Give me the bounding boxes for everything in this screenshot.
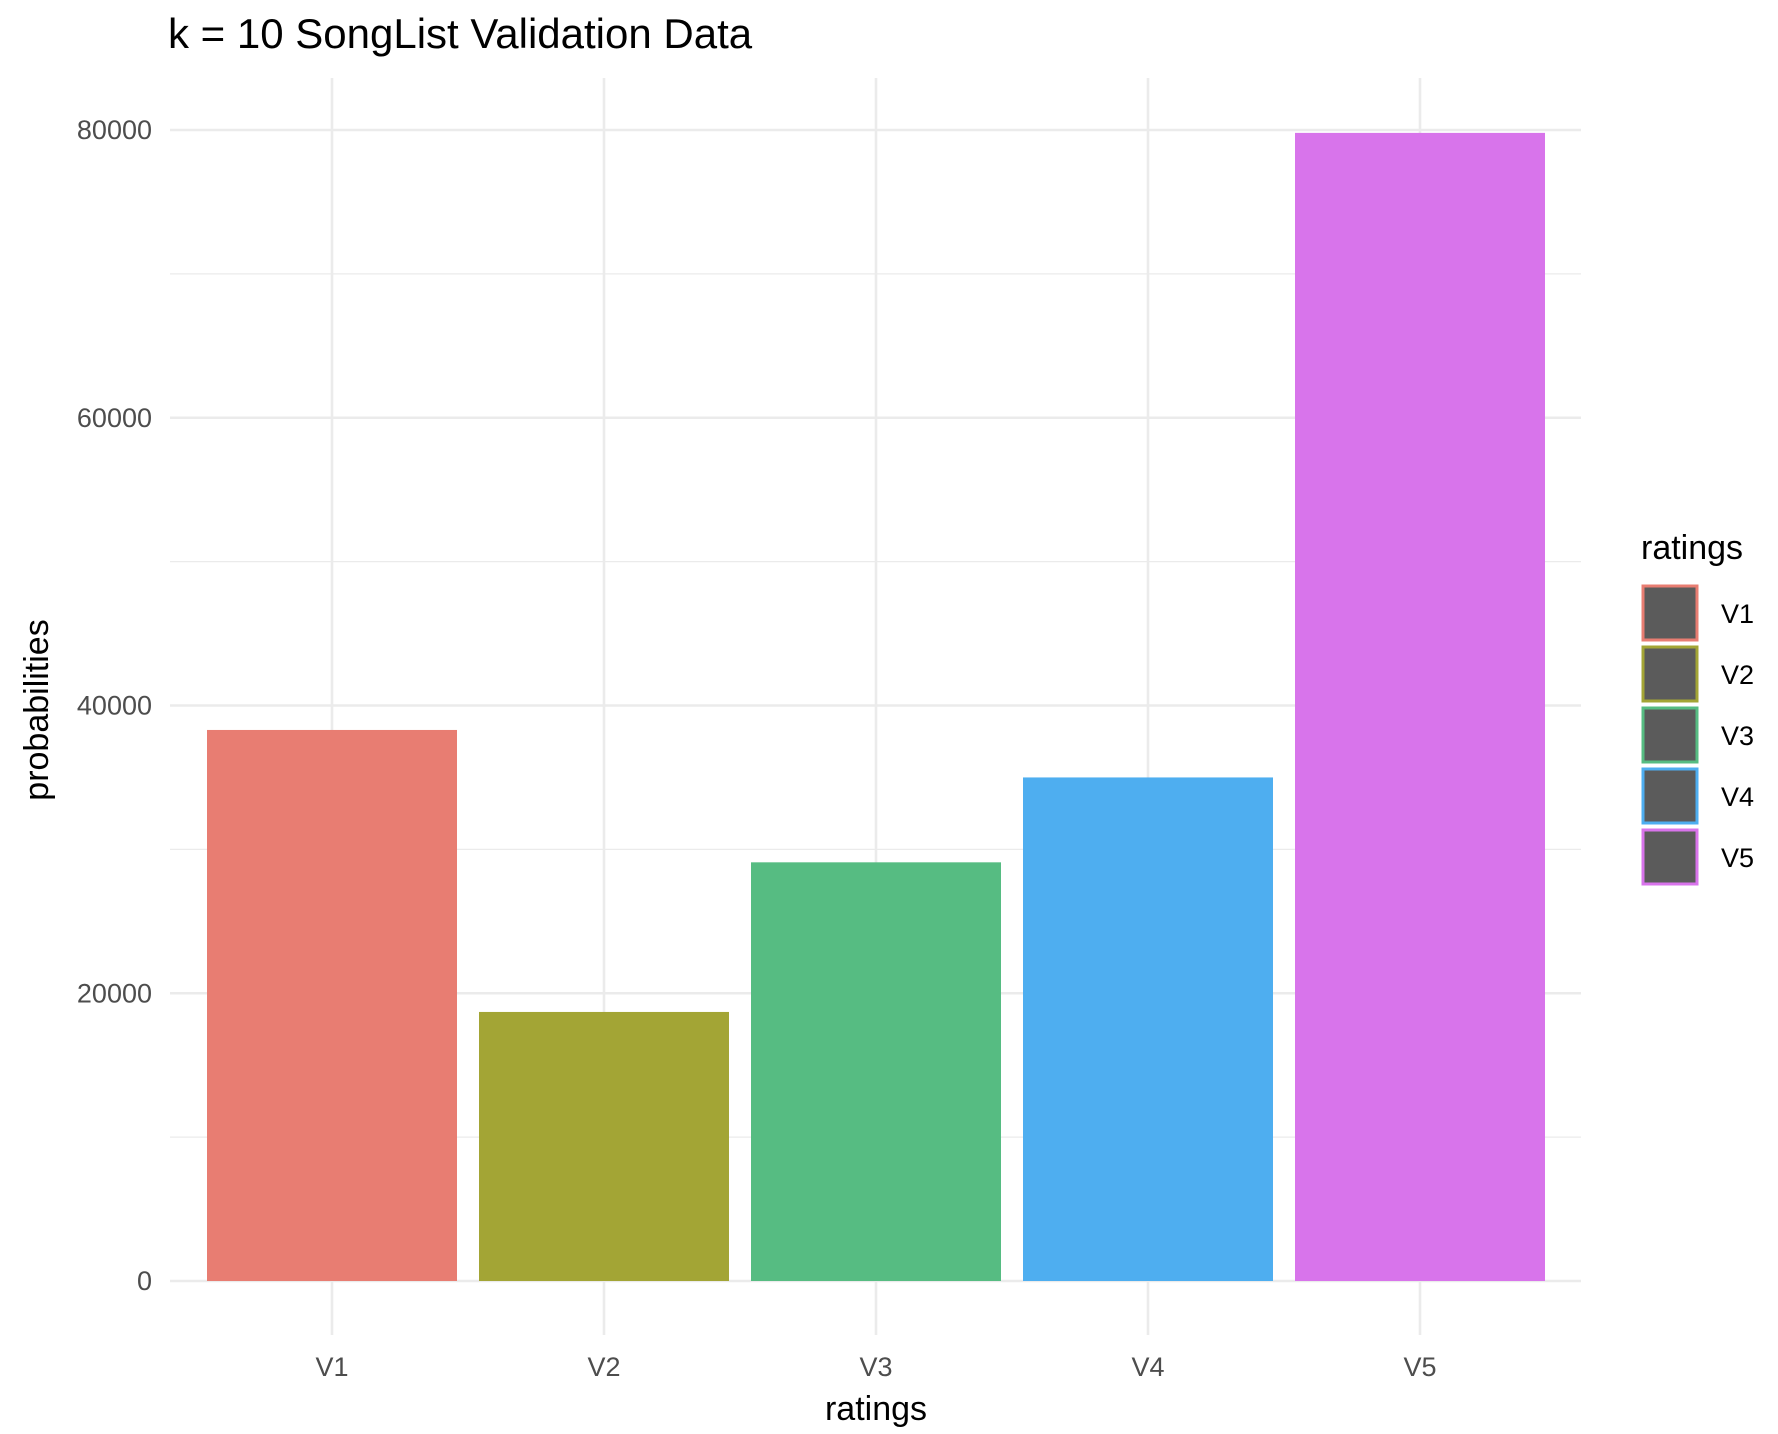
legend-label: V4	[1721, 782, 1754, 812]
y-axis-title: probabilities	[18, 619, 56, 800]
legend-key-v5	[1641, 828, 1699, 886]
legend-key-v3	[1641, 706, 1699, 764]
y-tick-label: 40000	[77, 691, 152, 721]
legend-key-v1	[1641, 584, 1699, 642]
legend-key-v4	[1641, 767, 1699, 825]
chart-title: k = 10 SongList Validation Data	[168, 10, 753, 57]
legend-key-v2	[1641, 645, 1699, 703]
y-tick-label: 20000	[77, 978, 152, 1008]
y-axis-ticks: 0 20000 40000 60000 80000	[77, 115, 152, 1296]
bars	[207, 132, 1545, 1282]
bar-v5	[1295, 132, 1545, 1282]
x-tick-label: V3	[859, 1352, 892, 1382]
x-tick-label: V1	[315, 1352, 348, 1382]
y-tick-label: 60000	[77, 403, 152, 433]
x-tick-label: V5	[1403, 1352, 1436, 1382]
x-tick-label: V2	[587, 1352, 620, 1382]
x-tick-label: V4	[1131, 1352, 1164, 1382]
x-axis-ticks: V1 V2 V3 V4 V5	[315, 1352, 1436, 1382]
legend-label: V3	[1721, 721, 1754, 751]
legend-label: V1	[1721, 599, 1754, 629]
y-tick-label: 80000	[77, 115, 152, 145]
x-axis-title: ratings	[825, 1390, 927, 1428]
legend-title: ratings	[1641, 529, 1743, 567]
legend-label: V2	[1721, 660, 1754, 690]
legend-label: V5	[1721, 843, 1754, 873]
bar-v1	[207, 729, 457, 1281]
bar-v3	[751, 862, 1001, 1281]
bar-v2	[479, 1011, 729, 1281]
y-tick-label: 0	[137, 1266, 152, 1296]
legend: ratings V1 V2 V3 V4 V5	[1641, 529, 1754, 886]
bar-v4	[1023, 777, 1273, 1281]
